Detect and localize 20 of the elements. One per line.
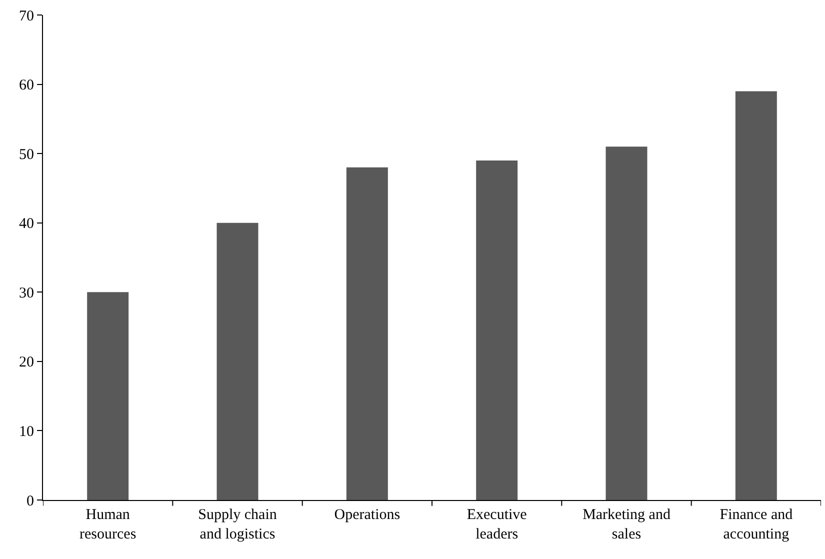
x-tick-label: Marketing and sales [582,507,671,542]
bar [216,222,258,500]
bar [735,91,777,500]
x-tick-label: Supply chain and logistics [198,507,278,542]
bar [476,160,518,500]
x-tick-label: Operations [334,507,400,523]
y-tick-label: 60 [19,78,34,94]
y-tick-label: 40 [19,216,34,232]
y-tick-label: 70 [19,8,34,24]
x-tick-label: Finance and accounting [720,507,794,542]
bar [346,167,388,500]
bar [87,292,129,500]
y-tick-label: 30 [19,285,34,302]
y-tick-label: 10 [19,424,34,440]
y-tick-label: 20 [19,354,34,371]
y-tick-label: 50 [19,146,34,163]
x-tick-label: Executive leaders [466,507,528,542]
y-tick-label: 0 [26,493,34,510]
bar [606,146,648,500]
x-tick-label: Human resources [80,507,136,542]
